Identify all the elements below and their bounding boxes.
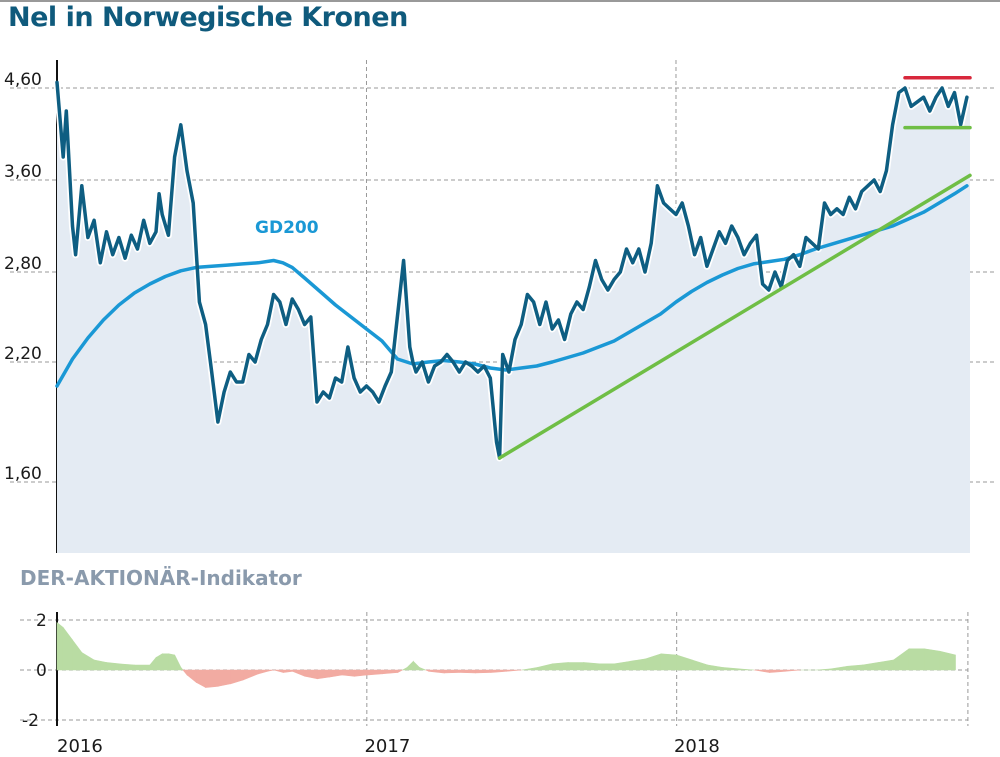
indicator-y-tick-labels: -2 0 2 (22, 611, 47, 731)
indicator-negative-segment (304, 669, 318, 680)
indicator-y-tick-label: 0 (36, 661, 47, 681)
indicator-positive-segment (81, 651, 95, 671)
x-tick-label: 2018 (674, 736, 720, 757)
indicator-positive-segment (406, 660, 414, 671)
indicator-positive-segment (134, 664, 151, 671)
indicator-negative-segment (182, 669, 188, 676)
indicator-positive-segment (149, 656, 157, 671)
indicator-negative-segment (506, 669, 522, 672)
indicator-negative-segment (267, 669, 274, 672)
indicator-positive-segment (908, 648, 925, 671)
indicator-positive-segment (676, 654, 693, 671)
indicator-negative-segment (205, 669, 219, 688)
indicator-negative-segment (490, 669, 507, 673)
price-line (55, 80, 969, 460)
indicator-negative-segment (258, 669, 268, 675)
indicator-positive-segment (846, 664, 863, 671)
indicator-negative-segment (317, 669, 330, 680)
indicator-positive-segment (155, 653, 163, 671)
indicator-positive-segment (707, 664, 724, 671)
indicator-negative-segment (186, 669, 197, 684)
price-lines: GD200 (53, 75, 972, 462)
main-y-tick-label: 2,20 (4, 344, 42, 364)
indicator-positive-segment (402, 666, 408, 671)
indicator-positive-segment (660, 653, 677, 671)
indicator-positive-segment (552, 662, 569, 671)
indicator-positive-segment (645, 653, 662, 671)
price-area (57, 82, 970, 554)
indicator-negative-segment (425, 669, 430, 672)
indicator-positive-segment (72, 639, 83, 671)
indicator-negative-segment (341, 669, 355, 677)
chart-title: Nel in Norwegische Kronen (8, 2, 408, 33)
gd200-line (55, 184, 969, 388)
support-trendline (497, 173, 972, 460)
indicator-positive-segment (62, 626, 73, 671)
indicator-negative-segment (428, 669, 445, 674)
indicator-negative-segment (397, 669, 403, 673)
indicator-positive-segment (118, 663, 135, 671)
main-y-tick-label: 4,60 (4, 70, 42, 90)
indicator-negative-segment (329, 669, 343, 678)
indicator-negative-segment (217, 669, 231, 687)
indicator-negative-segment (382, 669, 399, 675)
indicator-positive-segment (180, 666, 184, 671)
indicator-positive-segment (567, 662, 584, 671)
indicator-negative-segment (754, 669, 770, 673)
indicator-negative-segment (242, 669, 259, 681)
indicator-positive-segment (93, 659, 107, 671)
indicator-positive-segment (722, 667, 739, 671)
indicator-positive-segment (56, 621, 64, 671)
indicator-positive-segment (738, 668, 755, 671)
indicator-positive-segment (521, 667, 538, 671)
indicator-positive-segment (924, 648, 941, 671)
indicator-positive-segment (862, 662, 879, 671)
main-y-tick-label: 2,80 (4, 254, 42, 274)
indicator-positive-segment (162, 653, 169, 671)
indicator-positive-segment (536, 663, 553, 671)
x-tick-label: 2016 (57, 736, 103, 757)
indicator-negative-segment (282, 669, 293, 673)
indicator-positive-segment (419, 667, 426, 671)
indicator-positive-segment (583, 662, 600, 671)
indicator-negative-segment (769, 669, 786, 673)
indicator-negative-segment (230, 669, 244, 685)
indicator-positive-segment (816, 668, 832, 671)
indicator-positive-segment (413, 660, 420, 671)
main-y-tick-label: 1,60 (4, 464, 42, 484)
main-y-tick-labels: 1,60 2,20 2,80 3,60 4,60 (4, 70, 42, 484)
indicator-positive-segment (168, 653, 175, 671)
indicator-title: DER-AKTIONÄR-Indikator (20, 566, 302, 590)
indicator-negative-segment (196, 669, 206, 689)
indicator-positive-segment (691, 659, 708, 671)
indicator-positive-segment (877, 659, 894, 671)
indicator-negative-segment (475, 669, 492, 674)
gd200-label: GD200 (255, 218, 319, 238)
indicator-negative-segment (292, 669, 306, 677)
indicator-negative-segment (366, 669, 383, 676)
indicator-negative-segment (354, 669, 368, 677)
indicator-positive-segment (106, 662, 120, 671)
indicator-area (56, 621, 956, 689)
indicator-negative-segment (273, 669, 284, 673)
indicator-positive-segment (614, 660, 631, 671)
main-y-tick-label: 3,60 (4, 162, 42, 182)
indicator-negative-segment (444, 669, 461, 674)
indicator-positive-segment (939, 650, 956, 671)
indicator-negative-segment (459, 669, 476, 674)
indicator-positive-segment (893, 648, 910, 671)
indicator-y-tick-label: -2 (22, 711, 39, 731)
indicator-positive-segment (831, 665, 848, 671)
price-area-fill (57, 82, 970, 554)
indicator-negative-segment (784, 669, 801, 672)
x-tick-labels: 2016 2017 2018 (57, 736, 720, 757)
indicator-positive-segment (174, 654, 182, 671)
indicator-positive-segment (598, 663, 615, 671)
x-tick-label: 2017 (364, 736, 410, 757)
indicator-y-tick-label: 2 (36, 611, 47, 631)
indicator-positive-segment (629, 658, 646, 671)
